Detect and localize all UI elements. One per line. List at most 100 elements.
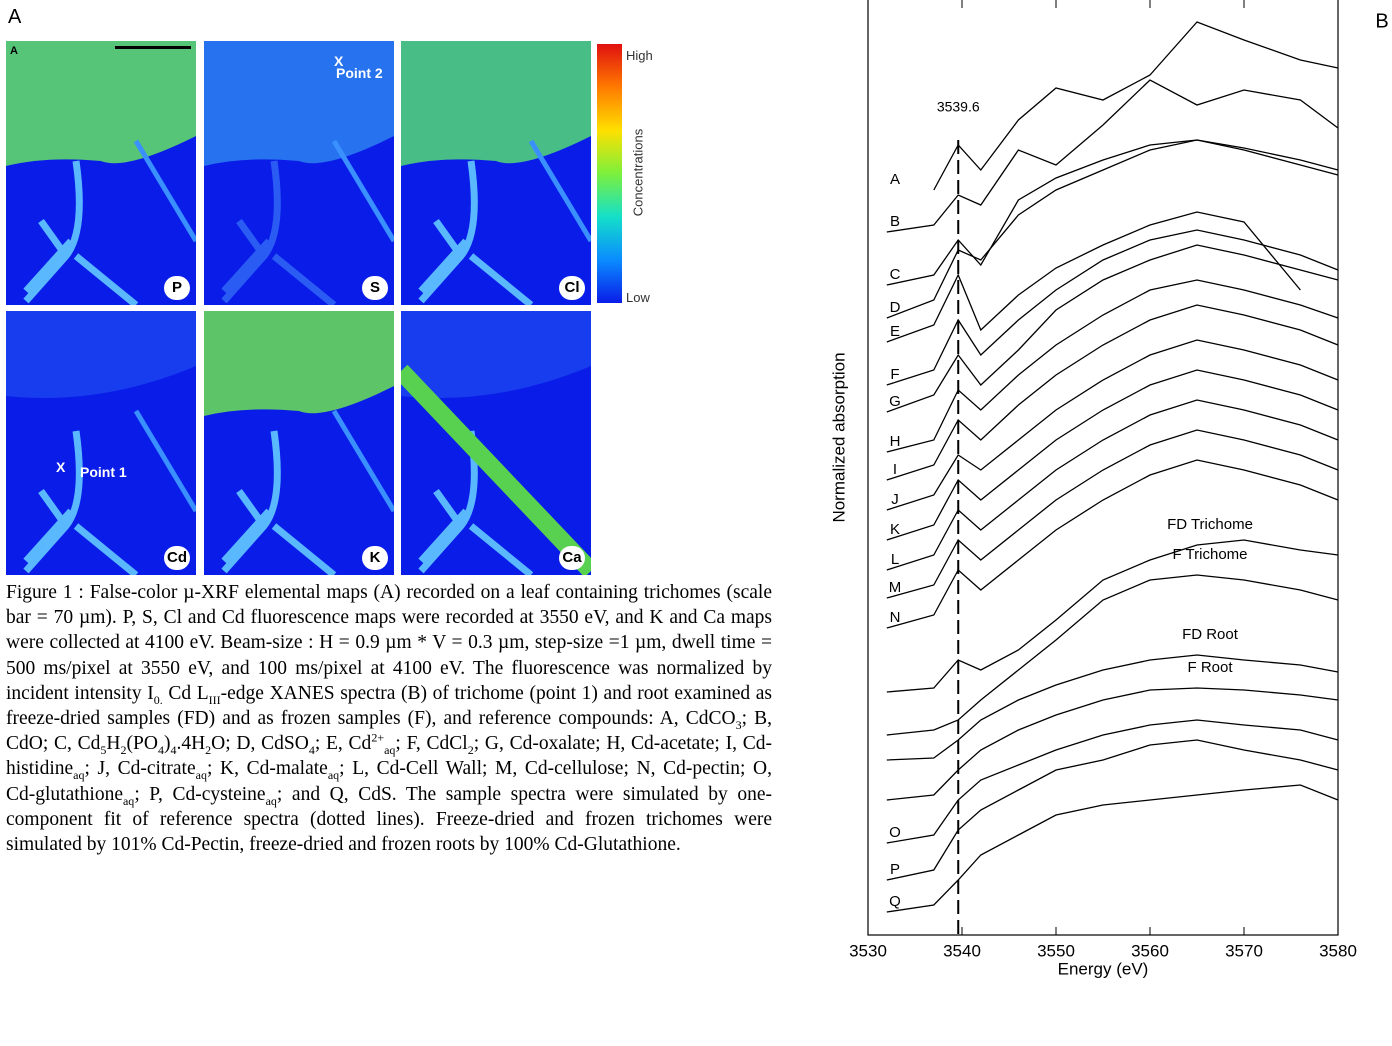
caption-text: 4	[157, 743, 164, 758]
series-label: F	[890, 366, 899, 383]
caption-text: 2	[120, 743, 127, 758]
map-label: S	[362, 276, 388, 300]
leaf	[401, 41, 591, 166]
caption-text: 0.	[153, 692, 163, 707]
point-label: Point 2	[336, 65, 383, 81]
caption-text: Cd L	[162, 682, 209, 704]
trichome	[418, 160, 534, 305]
trichome-branch	[528, 139, 591, 243]
caption-text: -edge XANES spectra (B) of trichome (poi…	[6, 682, 772, 730]
point-marker: X	[56, 459, 66, 475]
spectrum	[886, 279, 1339, 453]
map-label: Cl	[559, 276, 585, 300]
caption-text: (PO	[126, 733, 158, 755]
caption-text: aq	[327, 768, 340, 783]
caption-text: aq	[195, 768, 207, 783]
series-label: J	[891, 491, 899, 508]
caption-text: ; P, Cd-cysteine	[134, 783, 266, 805]
spectrum	[886, 719, 1339, 844]
caption-text: aq	[384, 743, 396, 758]
trichome-branch	[331, 409, 394, 513]
spectrum	[886, 429, 1339, 599]
caption-text: 4	[308, 743, 315, 758]
spectrum	[886, 339, 1339, 511]
leaf	[6, 311, 196, 398]
trichome-branch	[401, 364, 591, 575]
leaf	[204, 311, 394, 416]
map-image	[204, 311, 394, 575]
trichome	[221, 430, 337, 575]
series-label: N	[890, 609, 901, 626]
colorbar-low: Low	[626, 290, 650, 305]
spectrum	[886, 139, 1339, 319]
spectrum	[886, 229, 1339, 386]
series-label: FD Trichome	[1167, 516, 1253, 533]
caption-text: aq	[265, 793, 277, 808]
caption-text: ; K, Cd-malate	[206, 758, 328, 780]
series-label: H	[890, 433, 901, 450]
x-tick-label: 3560	[1131, 941, 1169, 960]
caption-text: ; E, Cd	[314, 733, 372, 755]
x-tick-label: 3540	[943, 941, 981, 960]
series-label: Q	[889, 893, 901, 910]
map-label: Ca	[559, 546, 585, 570]
element-map: S X Point 2	[204, 41, 394, 305]
caption-text: 4	[170, 743, 177, 758]
caption: Figure 1 : False-color µ-XRF elemental m…	[6, 580, 772, 857]
spectrum	[886, 399, 1339, 571]
map-image	[401, 41, 591, 305]
trichome-branch	[331, 139, 394, 243]
caption-text: 3	[735, 717, 742, 732]
x-tick-label: 3530	[849, 941, 887, 960]
caption-text: III	[208, 692, 221, 707]
caption-text: 2+	[371, 730, 385, 745]
caption-text: ; J, Cd-citrate	[84, 758, 196, 780]
spectrum	[886, 687, 1339, 801]
caption-text: 2	[205, 743, 212, 758]
caption-text: )	[163, 733, 171, 755]
series-label: G	[889, 393, 901, 410]
spectrum	[886, 244, 1339, 413]
spectrum	[886, 369, 1339, 541]
trichome	[23, 160, 139, 305]
leaf	[6, 41, 196, 166]
caption-text: ; F, CdCl	[395, 733, 468, 755]
series-label: B	[890, 213, 900, 230]
map-image	[204, 41, 394, 305]
spectrum	[886, 304, 1339, 481]
x-tick-label: 3580	[1319, 941, 1357, 960]
element-map: Cl	[401, 41, 591, 305]
series-label: F Root	[1187, 659, 1233, 676]
series-label: FD Root	[1182, 626, 1239, 643]
series-label: D	[890, 299, 901, 316]
series-label: K	[890, 521, 900, 538]
map-image	[401, 311, 591, 575]
series-label: E	[890, 323, 900, 340]
element-map: Cd X Point 1	[6, 311, 196, 575]
x-tick-label: 3570	[1225, 941, 1263, 960]
y-axis-label: Normalized absorption	[829, 352, 848, 522]
caption-text: ; and Q, CdS. The sample spectra were si…	[6, 783, 772, 856]
trichome	[418, 430, 534, 575]
element-map: Ca	[401, 311, 591, 575]
series-label: P	[890, 861, 900, 878]
series-label: C	[890, 266, 901, 283]
caption-text: ; L, Cd-Cell Wall; M, Cd-cellulose; N, C…	[6, 758, 773, 805]
panel-label: A	[8, 6, 22, 28]
spectrum	[886, 739, 1339, 881]
trichome-branch	[133, 409, 196, 513]
trichome	[221, 160, 337, 305]
series-label: I	[893, 461, 897, 478]
series-label: A	[890, 171, 900, 188]
point-label: Point 1	[80, 464, 127, 480]
caption-text: 5	[100, 743, 107, 758]
spectrum	[886, 654, 1339, 761]
spectrum	[886, 79, 1339, 233]
x-axis-label: Energy (eV)	[1058, 959, 1149, 978]
scale-bar	[115, 46, 191, 49]
spectrum	[886, 784, 1339, 913]
spectrum	[886, 459, 1339, 629]
map-image	[6, 41, 196, 305]
